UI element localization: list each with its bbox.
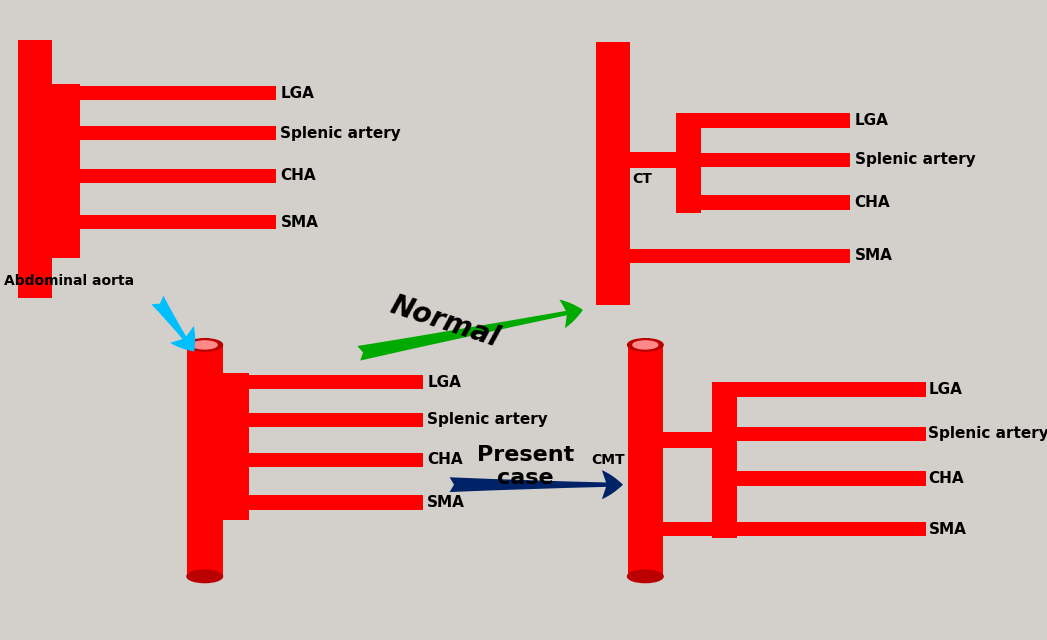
Text: LGA: LGA	[929, 382, 962, 397]
Bar	[701, 195, 850, 210]
Bar	[630, 249, 850, 263]
Bar	[81, 215, 276, 229]
Bar	[249, 413, 423, 427]
Bar	[81, 169, 276, 183]
Text: Splenic artery: Splenic artery	[854, 152, 975, 167]
Text: LGA: LGA	[427, 375, 461, 390]
Bar	[737, 427, 926, 441]
Text: SMA: SMA	[427, 495, 465, 510]
Bar	[676, 113, 701, 213]
Bar	[223, 373, 249, 520]
Ellipse shape	[627, 570, 663, 582]
Text: Splenic artery: Splenic artery	[929, 426, 1047, 442]
Bar	[737, 382, 926, 397]
Text: LGA: LGA	[854, 113, 889, 128]
Bar	[249, 452, 423, 467]
Bar	[701, 113, 850, 128]
Ellipse shape	[627, 339, 663, 351]
Text: Abdominal aorta: Abdominal aorta	[4, 274, 135, 288]
Text: SMA: SMA	[281, 214, 318, 230]
Bar	[81, 86, 276, 100]
Text: CHA: CHA	[929, 471, 964, 486]
Text: SMA: SMA	[854, 248, 892, 264]
Ellipse shape	[187, 570, 223, 582]
Bar	[249, 495, 423, 509]
Bar	[712, 382, 737, 538]
Bar	[630, 152, 676, 168]
Bar	[701, 153, 850, 167]
Bar	[249, 375, 423, 389]
Ellipse shape	[193, 341, 217, 349]
Text: Splenic artery: Splenic artery	[427, 412, 548, 427]
Ellipse shape	[187, 339, 223, 351]
Bar	[187, 345, 223, 577]
Bar	[81, 126, 276, 140]
Text: Present
case: Present case	[476, 445, 574, 488]
Bar	[663, 522, 926, 536]
Text: SMA: SMA	[929, 522, 966, 537]
Text: CHA: CHA	[281, 168, 316, 183]
Text: CHA: CHA	[854, 195, 890, 210]
Bar	[18, 40, 51, 298]
Bar	[597, 42, 630, 305]
Text: CT: CT	[632, 172, 652, 186]
Bar	[51, 84, 81, 258]
Text: CMT: CMT	[592, 452, 625, 467]
Bar	[737, 471, 926, 486]
Ellipse shape	[632, 341, 658, 349]
Bar	[663, 432, 712, 448]
Text: CHA: CHA	[427, 452, 463, 467]
Text: Normal: Normal	[387, 291, 504, 353]
Text: Splenic artery: Splenic artery	[281, 125, 401, 141]
Text: LGA: LGA	[281, 86, 314, 100]
Bar	[627, 345, 663, 577]
